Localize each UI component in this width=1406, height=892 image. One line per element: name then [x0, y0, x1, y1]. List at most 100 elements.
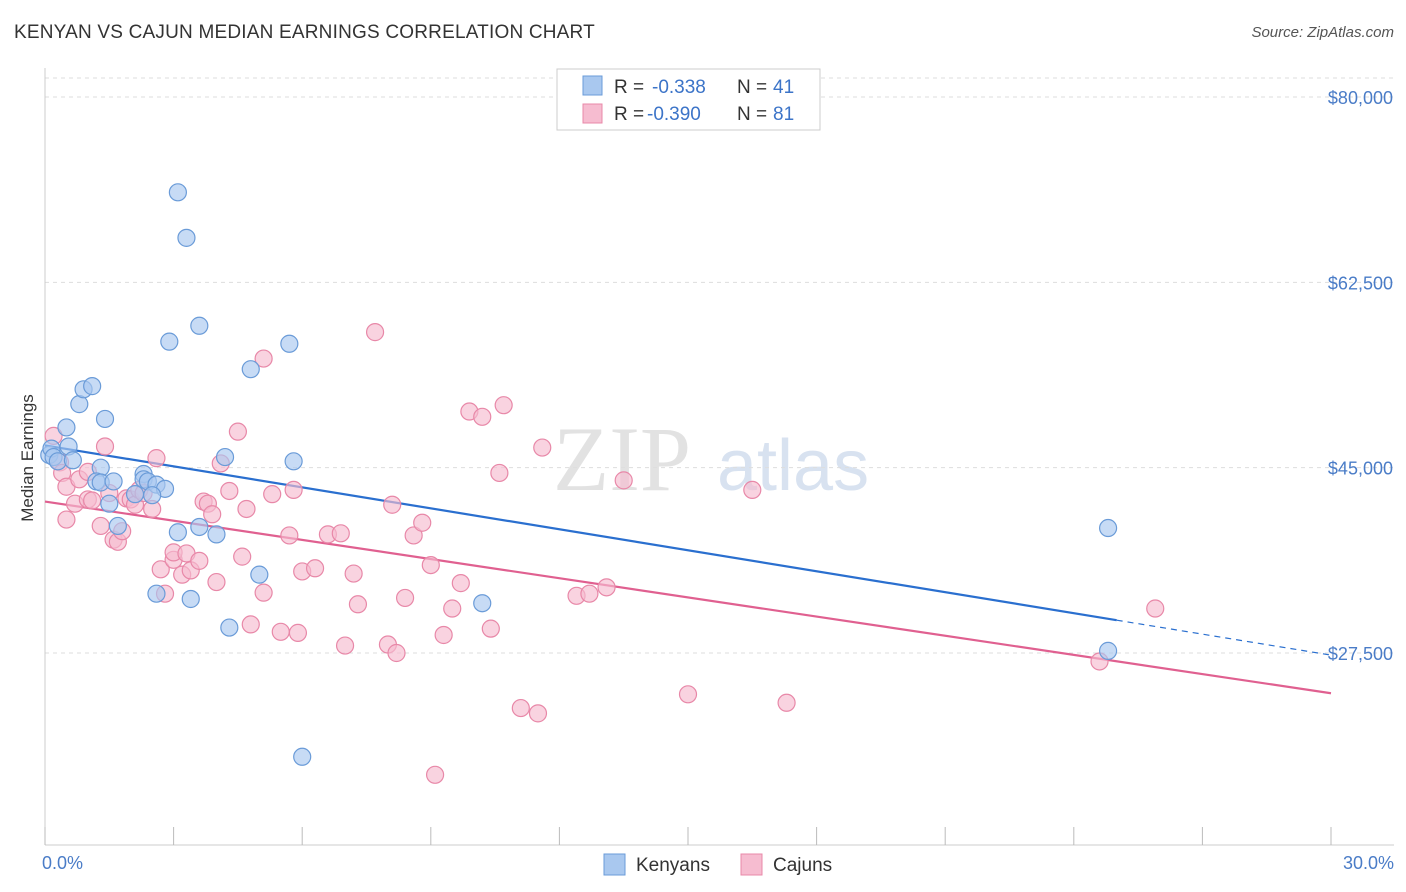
- bottom-legend: Kenyans Cajuns: [603, 853, 832, 876]
- cajun-point-38: [233, 547, 252, 566]
- kenyan-point-39: [293, 747, 312, 766]
- cajun-point-80: [743, 480, 762, 500]
- cajun-point-73: [533, 438, 552, 457]
- bottom-legend-cajuns: Cajuns: [773, 855, 832, 876]
- cajun-point-61: [413, 513, 432, 532]
- cajun-point-62: [421, 555, 440, 575]
- kenyan-point-25: [177, 228, 196, 247]
- cajun-point-65: [443, 599, 462, 618]
- trend-line-kenyans-extension: [1116, 619, 1332, 656]
- cajun-point-54: [348, 595, 368, 614]
- cajun-point-72: [511, 698, 530, 718]
- cajun-point-46: [284, 480, 303, 500]
- cajun-point-83: [1146, 599, 1165, 618]
- cajun-point-64: [434, 625, 453, 645]
- legend-r-value-kenyans: -0.338: [652, 77, 706, 98]
- cajun-point-66: [451, 574, 470, 593]
- y-tick-labels: $80,000 $62,500 $45,000 $27,500: [1328, 88, 1393, 664]
- cajun-point-55: [365, 323, 385, 342]
- cajun-point-74: [528, 704, 548, 723]
- trend-line-cajuns: [44, 500, 1332, 695]
- cajun-point-53: [344, 564, 363, 583]
- kenyan-point-28: [241, 360, 260, 379]
- kenyan-point-16: [108, 516, 127, 536]
- kenyan-point-30: [215, 447, 235, 467]
- cajun-point-10: [95, 437, 115, 456]
- kenyan-point-4: [57, 418, 76, 437]
- cajun-point-41: [254, 349, 273, 368]
- kenyan-point-15: [100, 494, 119, 513]
- cajun-point-42: [254, 583, 273, 602]
- legend-r-label-cajuns: R =: [614, 104, 644, 125]
- legend: R = -0.338 N = 41 R = -0.390 N = 81: [556, 68, 821, 131]
- cajun-point-49: [305, 559, 325, 578]
- cajun-point-69: [481, 619, 500, 638]
- kenyan-point-36: [181, 589, 200, 609]
- kenyan-point-31: [284, 452, 303, 471]
- legend-r-value-cajuns: -0.390: [647, 104, 701, 125]
- source-label: Source: ZipAtlas.com: [1251, 24, 1394, 41]
- kenyan-point-6: [63, 451, 82, 470]
- cajun-point-39: [237, 499, 256, 519]
- cajun-point-40: [241, 615, 260, 634]
- cajun-point-45: [280, 526, 299, 545]
- cajun-point-44: [271, 622, 290, 641]
- trend-line-kenyans: [44, 444, 1117, 622]
- cajun-point-36: [220, 481, 239, 501]
- cajun-point-59: [395, 588, 415, 608]
- cajun-point-77: [597, 578, 616, 597]
- legend-n-value-cajuns: 81: [773, 104, 794, 125]
- kenyan-point-24: [168, 183, 187, 202]
- watermark-atlas: atlas: [717, 426, 869, 506]
- cajun-point-23: [151, 560, 170, 579]
- x-tick-max: 30.0%: [1343, 853, 1394, 873]
- kenyan-point-27: [190, 316, 209, 335]
- cajun-point-78: [614, 471, 633, 490]
- cajun-point-70: [490, 463, 509, 483]
- cajun-point-76: [580, 584, 599, 603]
- legend-r-label-kenyans: R =: [614, 77, 644, 98]
- cajun-point-33: [203, 505, 222, 524]
- cajun-point-60: [404, 526, 423, 545]
- y-tick-label-1: $62,500: [1328, 273, 1393, 293]
- kenyan-point-41: [1098, 641, 1118, 660]
- data-points: [40, 183, 1165, 784]
- cajun-point-37: [228, 422, 247, 441]
- cajun-point-51: [331, 524, 350, 543]
- kenyan-point-9: [83, 377, 102, 396]
- kenyan-point-42: [1098, 518, 1118, 538]
- axes: [44, 68, 1394, 846]
- y-axis-label: Median Earnings: [18, 394, 37, 522]
- y-tick-label-3: $27,500: [1328, 644, 1393, 664]
- kenyan-point-3: [48, 452, 67, 471]
- cajun-point-43: [263, 485, 282, 504]
- cajun-point-30: [190, 551, 209, 570]
- kenyan-point-40: [473, 594, 492, 613]
- kenyan-point-34: [207, 525, 226, 544]
- chart-title: KENYAN VS CAJUN MEDIAN EARNINGS CORRELAT…: [14, 22, 595, 43]
- kenyan-point-10: [95, 409, 115, 429]
- x-tick-min: 0.0%: [42, 853, 83, 873]
- bottom-legend-swatch-kenyans: [603, 853, 626, 876]
- y-tick-label-0: $80,000: [1328, 88, 1393, 108]
- cajun-point-22: [147, 449, 166, 468]
- legend-swatch-kenyans: [582, 75, 603, 96]
- trend-lines: [44, 444, 1332, 695]
- kenyan-point-29: [280, 334, 299, 353]
- kenyan-point-32: [168, 523, 187, 542]
- cajun-point-81: [777, 693, 796, 712]
- cajun-point-4: [57, 510, 76, 529]
- watermark-zip: ZIP: [553, 408, 691, 510]
- cajun-point-52: [335, 636, 355, 655]
- legend-n-label-cajuns: N =: [737, 104, 767, 125]
- cajun-point-71: [494, 396, 513, 415]
- kenyan-point-35: [147, 584, 166, 603]
- cajun-point-79: [678, 685, 698, 704]
- cajun-point-57: [383, 495, 402, 514]
- cajun-point-9: [83, 491, 102, 510]
- kenyan-point-22: [125, 485, 145, 504]
- kenyan-point-38: [220, 618, 239, 637]
- cajun-point-68: [473, 407, 492, 426]
- bottom-legend-kenyans: Kenyans: [636, 855, 710, 876]
